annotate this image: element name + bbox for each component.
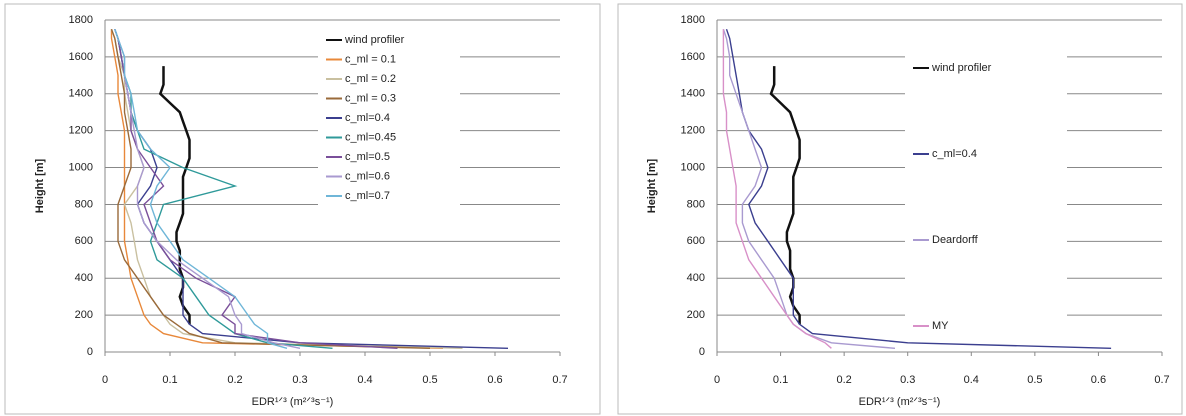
y-tick-label: 1400 (681, 88, 705, 100)
legend-label: MY (932, 320, 949, 332)
x-tick-label: 0.3 (292, 374, 307, 386)
legend-label: c_ml=0.4 (932, 148, 977, 160)
legend-label: c_ml = 0.2 (345, 73, 396, 85)
profile-line (114, 28, 288, 349)
x-axis-label: EDR¹ᐟ³ (m²ᐟ³s⁻¹) (252, 396, 334, 408)
y-tick-label: 600 (687, 235, 705, 247)
legend-label: Deardorff (932, 234, 979, 246)
y-axis-label: Height [m] (34, 158, 46, 213)
x-tick-label: 0.7 (1154, 374, 1169, 386)
x-tick-label: 0.3 (900, 374, 915, 386)
legend-box (905, 56, 1067, 336)
y-tick-label: 800 (75, 198, 93, 210)
panel-frame (4, 3, 601, 415)
x-tick-label: 0.1 (162, 374, 177, 386)
legend-label: c_ml=0.6 (345, 170, 390, 182)
profile-line (110, 28, 431, 349)
y-tick-label: 1200 (681, 125, 705, 137)
x-tick-label: 0 (714, 374, 720, 386)
profile-line (722, 28, 896, 349)
y-tick-label: 400 (687, 272, 705, 284)
y-tick-label: 1200 (69, 125, 93, 137)
y-tick-label: 1000 (681, 161, 705, 173)
profile-line (110, 28, 463, 349)
profile-line (114, 28, 301, 349)
x-tick-label: 0.7 (552, 374, 567, 386)
y-axis-label: Height [m] (646, 158, 658, 213)
x-tick-label: 0.6 (1091, 374, 1106, 386)
legend-label: c_ml=0.4 (345, 112, 390, 124)
legend-label: c_ml=0.7 (345, 190, 390, 202)
x-tick-label: 0.6 (487, 374, 502, 386)
x-tick-label: 0 (102, 374, 108, 386)
x-tick-label: 0.2 (836, 374, 851, 386)
x-axis-label: EDR¹ᐟ³ (m²ᐟ³s⁻¹) (859, 396, 941, 408)
y-tick-label: 0 (87, 346, 93, 358)
profile-line (769, 66, 801, 325)
y-tick-label: 1400 (69, 88, 93, 100)
y-tick-label: 1600 (681, 51, 705, 63)
x-tick-label: 0.4 (357, 374, 372, 386)
y-tick-label: 1600 (69, 51, 93, 63)
y-tick-label: 0 (699, 346, 705, 358)
x-tick-label: 0.5 (1027, 374, 1042, 386)
legend-label: c_ml=0.45 (345, 131, 396, 143)
y-tick-label: 1000 (69, 161, 93, 173)
y-tick-label: 1800 (681, 14, 705, 26)
panel-frame (617, 3, 1183, 415)
legend-label: c_ml=0.5 (345, 151, 390, 163)
profile-line (725, 28, 1112, 349)
x-tick-label: 0.2 (227, 374, 242, 386)
profile-line (158, 66, 191, 325)
y-tick-label: 400 (75, 272, 93, 284)
legend-label: wind profiler (344, 34, 405, 46)
x-tick-label: 0.4 (964, 374, 979, 386)
x-tick-label: 0.1 (773, 374, 788, 386)
legend-label: c_ml = 0.1 (345, 53, 396, 65)
y-tick-label: 600 (75, 235, 93, 247)
y-tick-label: 800 (687, 198, 705, 210)
legend-label: c_ml = 0.3 (345, 92, 396, 104)
y-tick-label: 200 (75, 309, 93, 321)
y-tick-label: 200 (687, 309, 705, 321)
profile-line (114, 28, 333, 349)
profile-line (722, 29, 832, 349)
legend-label: wind profiler (931, 62, 992, 74)
y-tick-label: 1800 (69, 14, 93, 26)
x-tick-label: 0.5 (422, 374, 437, 386)
